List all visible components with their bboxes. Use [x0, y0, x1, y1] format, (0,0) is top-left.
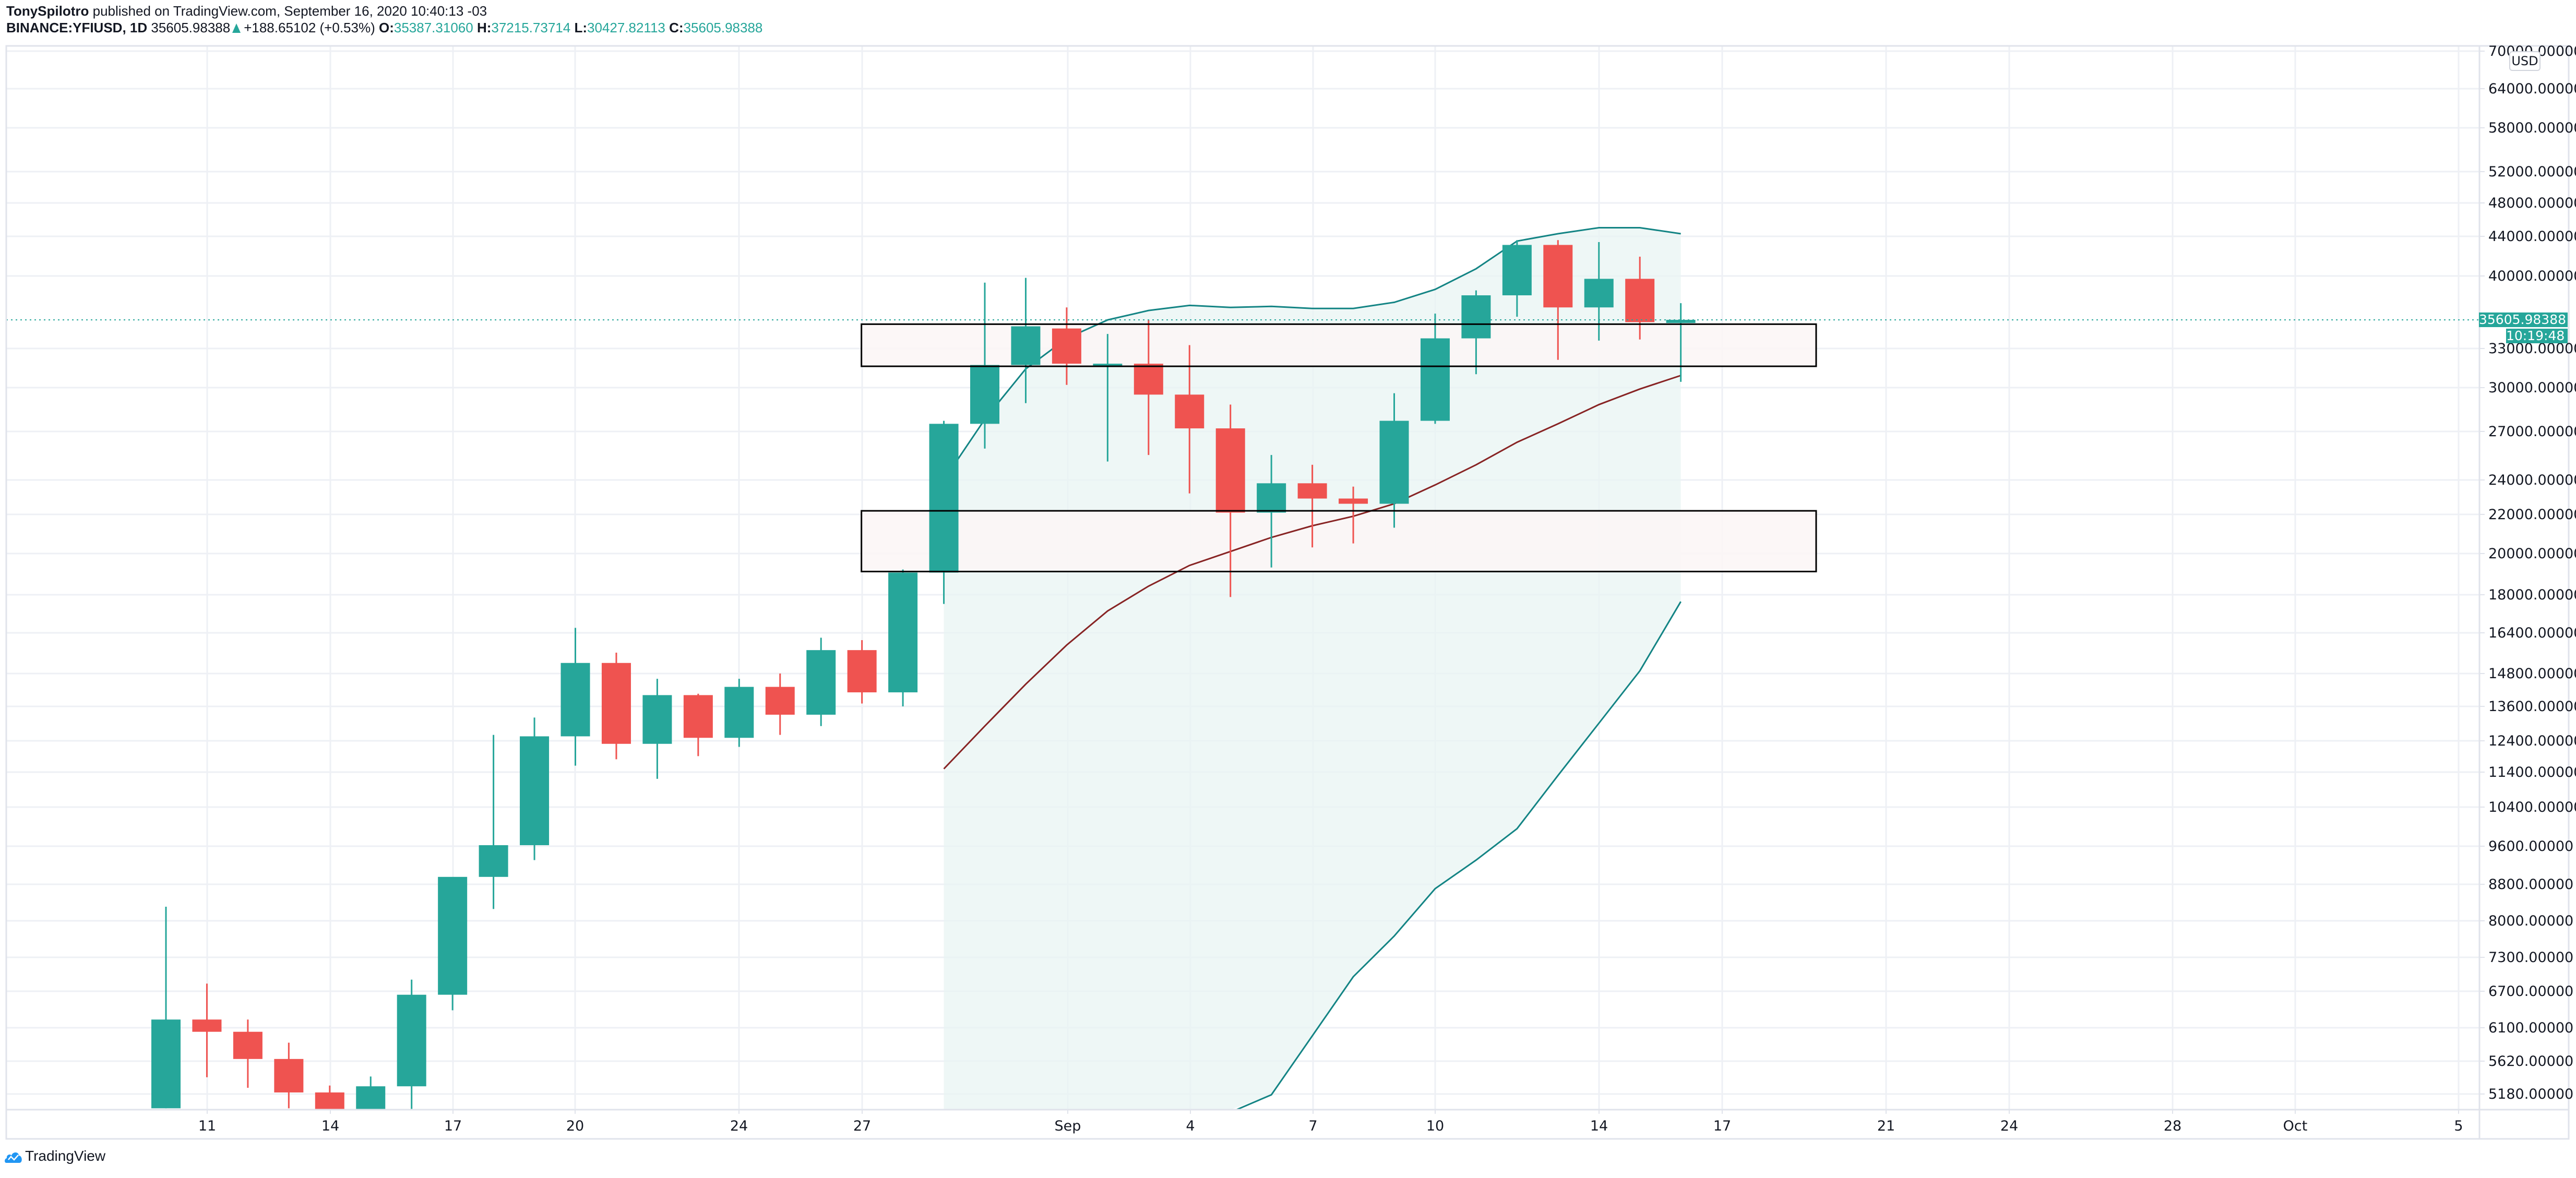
price-tick-label: 52000.00000: [2488, 164, 2576, 180]
price-tick-label: 5180.00000: [2488, 1086, 2573, 1102]
close-label: C:: [669, 20, 684, 35]
price-tick-label: 5620.00000: [2488, 1053, 2573, 1069]
bar-countdown: 10:19:48: [2506, 329, 2568, 343]
price-tick-label: 20000.00000: [2488, 546, 2576, 562]
price-tick-label: 22000.00000: [2488, 507, 2576, 523]
open-value: 35387.31060: [393, 20, 473, 35]
time-tick-label: 11: [198, 1118, 216, 1134]
support-zone: [861, 510, 1817, 573]
price-tick-label: 7300.00000: [2488, 949, 2573, 966]
change-value: +188.65102 (+0.53%): [244, 20, 375, 35]
time-tick-label: 24: [730, 1118, 748, 1134]
price-tick-label: 18000.00000: [2488, 587, 2576, 603]
time-tick-label: 27: [853, 1118, 871, 1134]
price-tick-label: 11400.00000: [2488, 764, 2576, 780]
price-tick-label: 14800.00000: [2488, 666, 2576, 682]
price-tick-label: 48000.00000: [2488, 195, 2576, 211]
symbol-label: BINANCE:YFIUSD, 1D: [6, 20, 148, 35]
tradingview-cloud-icon: [5, 1152, 22, 1163]
publish-text: published on TradingView.com, September …: [92, 3, 487, 19]
currency-badge[interactable]: USD: [2509, 51, 2541, 71]
price-tick-label: 40000.00000: [2488, 268, 2576, 284]
price-tick-label: 12400.00000: [2488, 733, 2576, 749]
price-tick-label: 33000.00000: [2488, 341, 2576, 357]
time-tick-label: 5: [2454, 1118, 2463, 1134]
price-tick-label: 58000.00000: [2488, 120, 2576, 136]
bollinger-fill: [944, 227, 1681, 1110]
time-tick-label: 21: [1877, 1118, 1895, 1134]
price-tick-label: 8000.00000: [2488, 913, 2573, 929]
low-label: L:: [574, 20, 587, 35]
chart-frame: [5, 45, 2570, 1140]
price-tick-label: 8800.00000: [2488, 876, 2573, 893]
price-tick-label: 30000.00000: [2488, 380, 2576, 396]
price-tick-label: 44000.00000: [2488, 229, 2576, 245]
price-axis[interactable]: 70000.0000064000.0000058000.0000052000.0…: [2479, 43, 2576, 1102]
time-tick-label: 7: [1308, 1118, 1317, 1134]
author-name[interactable]: TonySpilotro: [6, 3, 89, 19]
candles: [151, 240, 1696, 1110]
tradingview-logo[interactable]: TradingView: [4, 1148, 105, 1164]
high-label: H:: [476, 20, 492, 35]
price-tick-label: 9600.00000: [2488, 838, 2573, 855]
brand-name: TradingView: [25, 1148, 106, 1164]
price-tick-label: 16400.00000: [2488, 625, 2576, 641]
high-value: 37215.73714: [491, 20, 571, 35]
time-tick-label: 14: [1590, 1118, 1608, 1134]
price-tick-label: 6100.00000: [2488, 1020, 2573, 1036]
resistance-zone: [861, 323, 1817, 367]
time-tick-label: 28: [2164, 1118, 2181, 1134]
publish-info: TonySpilotro published on TradingView.co…: [6, 3, 487, 19]
price-tick-label: 27000.00000: [2488, 424, 2576, 440]
last-price-tag: 35605.98388: [2479, 312, 2568, 327]
price-tick-label: 64000.00000: [2488, 81, 2576, 97]
time-tick-label: 17: [444, 1118, 462, 1134]
time-tick-label: Oct: [2283, 1118, 2308, 1134]
up-triangle-icon: [232, 23, 241, 33]
price-tick-label: 13600.00000: [2488, 699, 2576, 715]
legend-row: BINANCE:YFIUSD, 1D 35605.98388 +188.65102…: [6, 20, 762, 36]
time-axis[interactable]: 11 14 17 20 24 27 Sep 4 7 10 14 17 21 24 28 Oct 5: [198, 1110, 2463, 1134]
price-tick-label: 10400.00000: [2488, 799, 2576, 815]
time-tick-label: 20: [566, 1118, 584, 1134]
time-tick-label: 17: [1713, 1118, 1731, 1134]
price-tick-label: 24000.00000: [2488, 472, 2576, 488]
time-tick-label: 24: [2000, 1118, 2018, 1134]
open-label: O:: [378, 20, 394, 35]
price-tick-label: 6700.00000: [2488, 983, 2573, 1000]
zone-rectangles[interactable]: [861, 323, 1817, 573]
time-tick-label: 4: [1186, 1118, 1195, 1134]
close-value: 35605.98388: [683, 20, 763, 35]
time-tick-label: Sep: [1055, 1118, 1081, 1134]
time-tick-label: 10: [1426, 1118, 1444, 1134]
last-value: 35605.98388: [151, 20, 231, 35]
low-value: 30427.82113: [587, 20, 665, 35]
time-tick-label: 14: [321, 1118, 339, 1134]
